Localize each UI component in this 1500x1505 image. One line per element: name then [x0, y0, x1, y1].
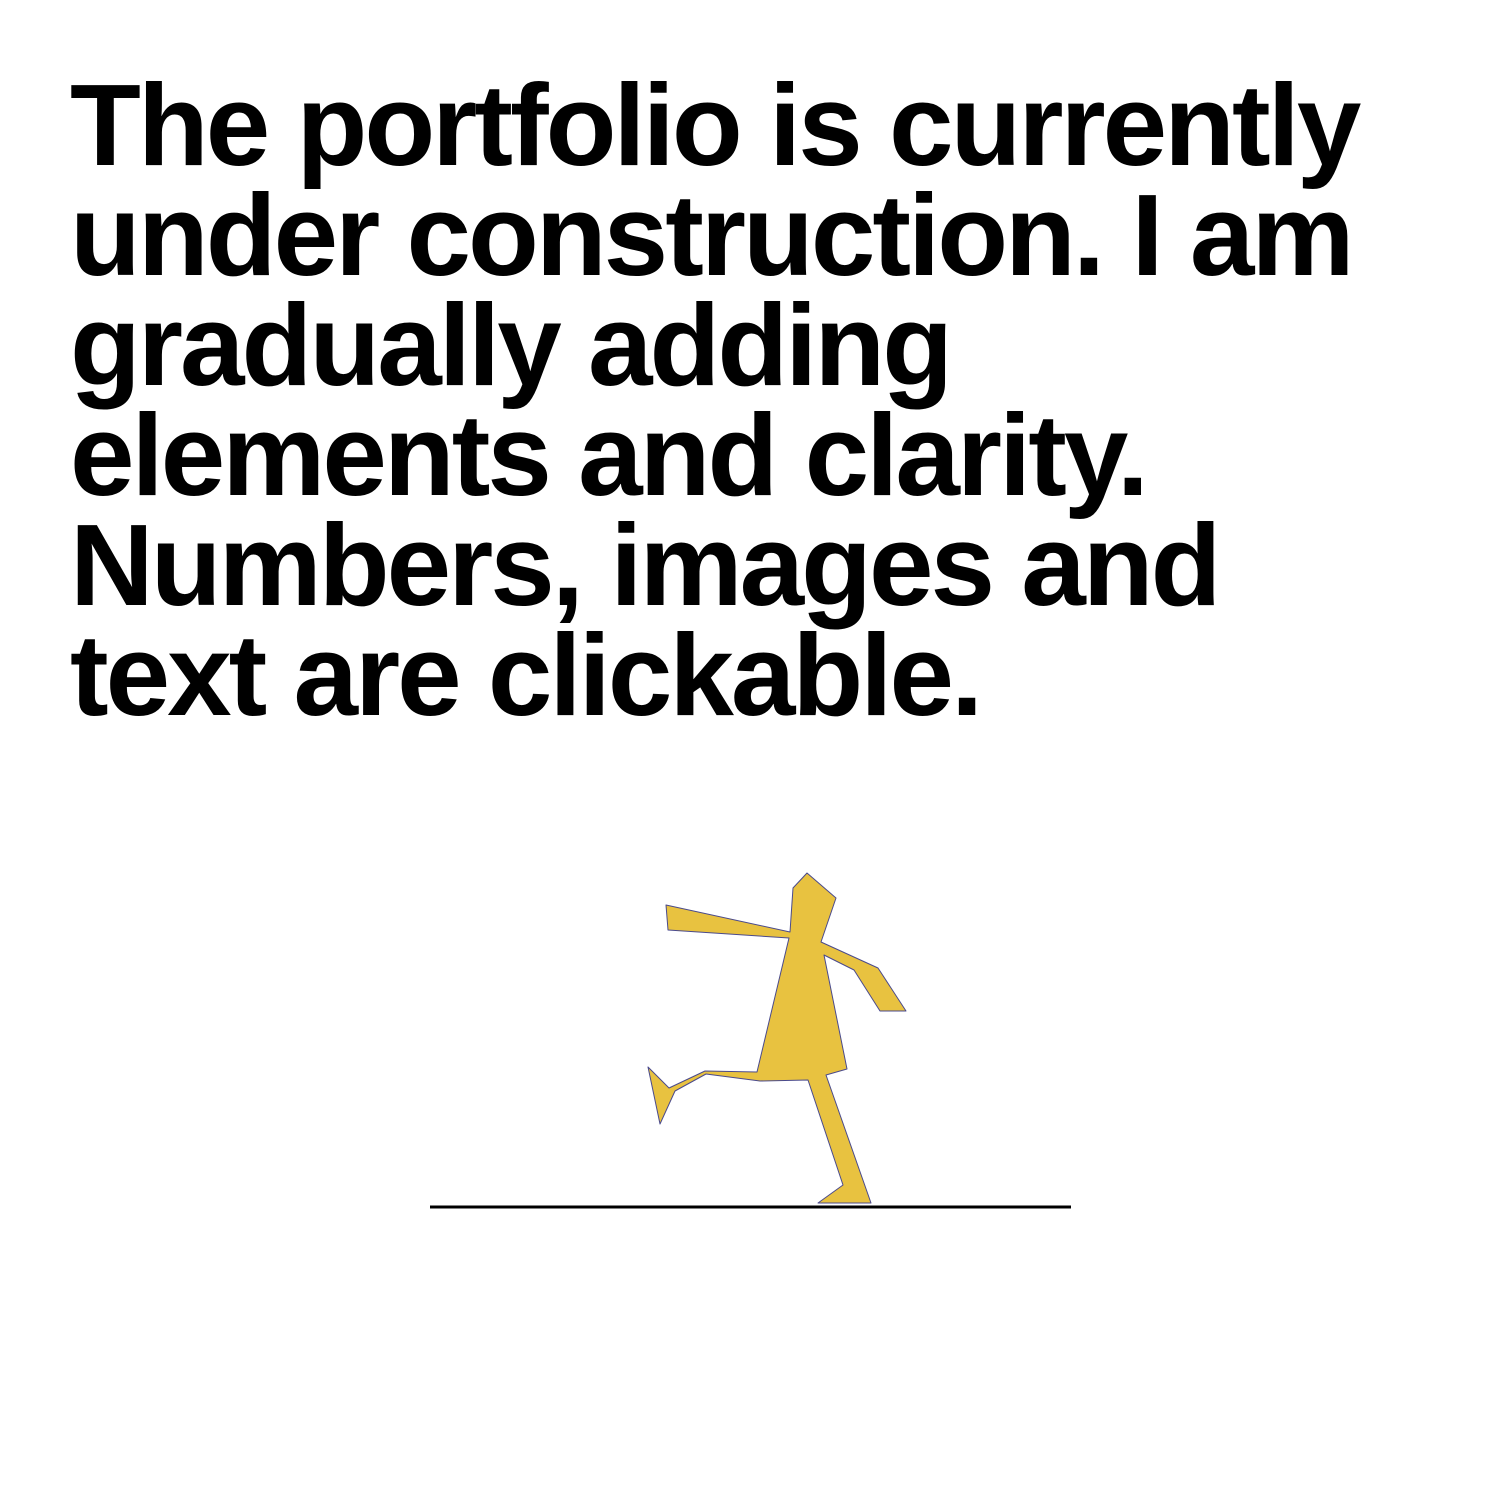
- notice-line: Numbers, images and: [70, 500, 1221, 630]
- notice-line: gradually adding: [70, 280, 953, 410]
- notice-line: under construction. I am: [70, 170, 1354, 300]
- notice-line: The portfolio is currently: [70, 60, 1361, 190]
- running-figure: [647, 872, 907, 1204]
- construction-notice: The portfolio is currently under constru…: [70, 60, 1450, 740]
- notice-line: text are clickable.: [70, 610, 983, 740]
- notice-line: elements and clarity.: [70, 390, 1149, 520]
